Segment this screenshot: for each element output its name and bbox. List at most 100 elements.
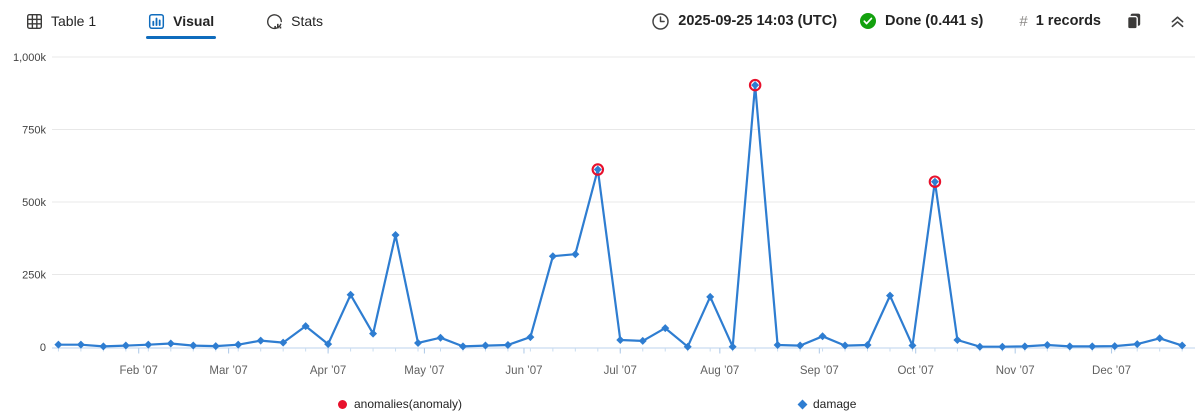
damage-point-marker[interactable] [751,81,760,90]
tab-visual[interactable]: Visual [136,0,226,42]
damage-point-marker[interactable] [414,338,423,347]
damage-point-marker[interactable] [773,340,782,349]
results-toolbar: Table 1 Visual [0,0,1200,42]
clock-icon [651,12,670,31]
damage-point-marker[interactable] [1065,342,1074,351]
damage-point-marker[interactable] [661,324,670,333]
damage-point-marker[interactable] [728,342,737,351]
collapse-panel-button[interactable] [1167,11,1188,32]
damage-point-marker[interactable] [279,338,288,347]
y-tick-label: 0 [40,342,46,354]
damage-point-marker[interactable] [189,341,198,350]
x-tick-label: Dec ’07 [1092,365,1131,377]
copy-results-button[interactable] [1123,10,1145,32]
damage-point-marker[interactable] [1155,334,1164,343]
damage-series-line[interactable] [57,83,1184,348]
table-grid-icon [26,13,43,30]
legend-label: anomalies(anomaly) [354,397,463,411]
anomaly-legend-marker [338,399,347,409]
legend-item-anomalies[interactable]: anomalies(anomaly) [338,397,462,411]
damage-point-marker[interactable] [1178,341,1187,350]
tab-table-1[interactable]: Table 1 [14,0,108,42]
damage-point-marker[interactable] [998,342,1007,351]
damage-point-marker[interactable] [436,333,445,342]
damage-point-marker[interactable] [841,341,850,350]
timestamp-text: 2025-09-25 14:03 (UTC) [678,13,838,29]
damage-point-marker[interactable] [256,336,265,345]
x-tick-label: Feb ’07 [120,365,158,377]
damage-point-marker[interactable] [638,336,647,345]
damage-point-marker[interactable] [391,231,400,240]
damage-point-marker[interactable] [593,165,602,174]
result-view-tabs: Table 1 Visual [14,0,335,42]
damage-point-marker[interactable] [99,342,108,351]
damage-point-marker[interactable] [526,333,535,342]
damage-point-marker[interactable] [301,322,310,331]
chart-icon [148,13,165,30]
damage-point-marker[interactable] [818,332,827,341]
damage-point-marker[interactable] [571,250,580,259]
x-tick-label: Oct ’07 [897,365,933,377]
damage-point-marker[interactable] [908,341,917,350]
anomaly-point-ring[interactable] [928,175,942,188]
damage-point-marker[interactable] [1133,340,1142,349]
damage-point-marker[interactable] [1110,342,1119,351]
damage-point-marker[interactable] [144,340,153,349]
damage-point-marker[interactable] [885,291,894,300]
y-tick-label: 500k [22,197,46,209]
stats-icon [266,13,283,30]
damage-point-marker[interactable] [234,340,243,349]
tab-label: Table 1 [51,13,97,29]
x-tick-label: Sep ’07 [800,365,839,377]
tab-stats[interactable]: Stats [254,0,335,42]
legend-item-damage[interactable]: damage [797,397,857,411]
damage-point-marker[interactable] [863,340,872,349]
damage-point-marker[interactable] [503,340,512,349]
x-tick-label: Jul ’07 [604,365,637,377]
damage-point-marker[interactable] [166,339,175,348]
record-count-text: 1 records [1035,13,1101,29]
damage-point-marker[interactable] [548,252,557,261]
damage-point-marker[interactable] [211,342,220,351]
damage-point-marker[interactable] [1088,342,1097,351]
damage-point-marker[interactable] [683,342,692,351]
damage-point-marker[interactable] [54,340,63,349]
damage-legend-marker [797,399,808,409]
damage-point-marker[interactable] [76,340,85,349]
x-tick-label: Apr ’07 [310,365,346,377]
damage-point-marker[interactable] [953,336,962,345]
legend-label: damage [813,397,857,411]
y-tick-label: 250k [22,270,46,282]
query-status-bar: 2025-09-25 14:03 (UTC) Done (0.441 s) # … [651,10,1188,32]
damage-point-marker[interactable] [324,340,333,349]
x-tick-label: Nov ’07 [996,365,1035,377]
damage-point-marker[interactable] [796,341,805,350]
tab-label: Stats [291,13,324,29]
hash-symbol: # [1019,12,1028,30]
damage-point-marker[interactable] [1020,342,1029,351]
x-tick-label: May ’07 [404,365,444,377]
damage-point-marker[interactable] [706,292,715,301]
anomaly-point-ring[interactable] [748,78,762,92]
x-tick-label: Aug ’07 [700,365,739,377]
damage-point-marker[interactable] [346,290,355,299]
damage-point-marker[interactable] [458,342,467,351]
damage-point-marker[interactable] [481,341,490,350]
damage-point-marker[interactable] [1043,340,1052,349]
damage-point-marker[interactable] [616,336,625,345]
success-check-icon [859,12,877,30]
x-tick-label: Jun ’07 [505,365,542,377]
tab-label: Visual [173,13,215,29]
record-count: # 1 records [1019,13,1101,30]
query-timestamp: 2025-09-25 14:03 (UTC) [651,12,837,31]
damage-point-marker[interactable] [930,177,939,186]
y-tick-label: 750k [22,125,46,137]
x-tick-label: Mar ’07 [209,365,247,377]
done-text: Done (0.441 s) [885,13,984,29]
y-tick-label: 1,000k [13,52,47,64]
damage-point-marker[interactable] [369,329,378,338]
anomaly-point-ring[interactable] [591,163,605,176]
damage-point-marker[interactable] [121,341,130,350]
damage-point-marker[interactable] [975,342,984,351]
